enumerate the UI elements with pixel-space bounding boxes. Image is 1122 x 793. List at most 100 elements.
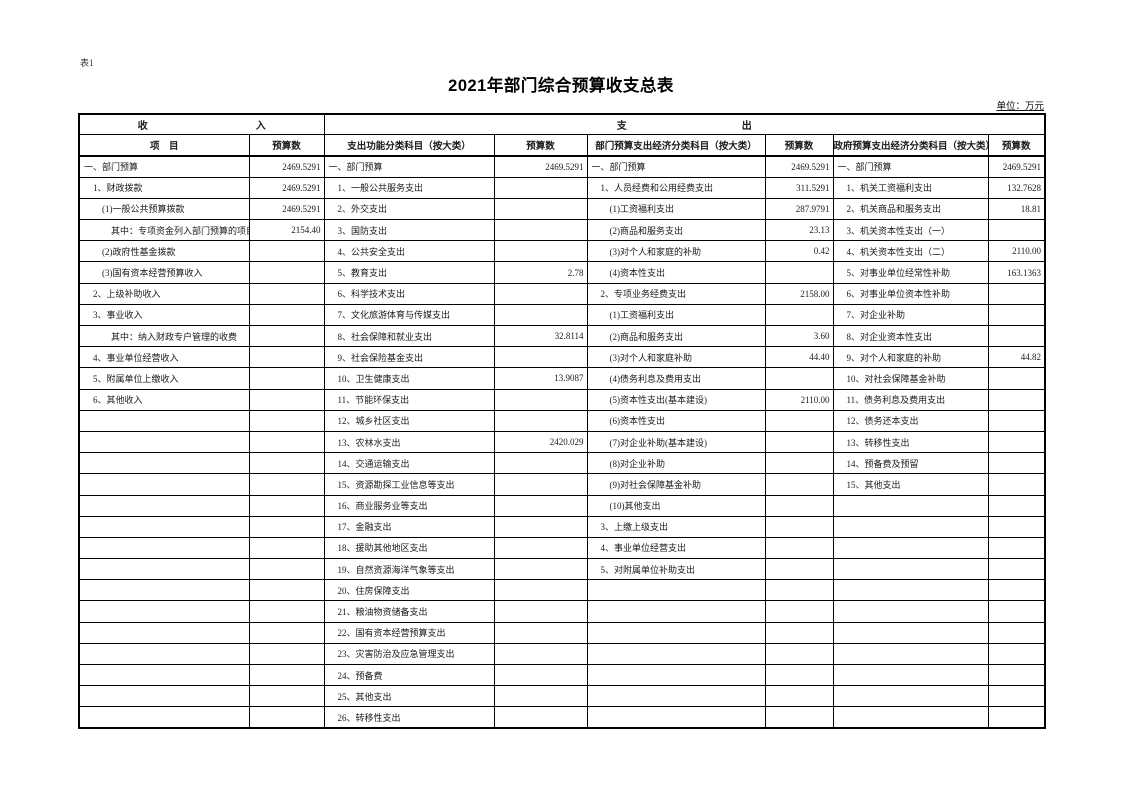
table-row: (3)国有资本经营预算收入 5、教育支出 2.78 (4)资本性支出 5、对事业单位经常…: [78, 261, 1046, 284]
item-cell: (10)其他支出: [586, 494, 766, 517]
item-cell: (1)一般公共预算拨款: [78, 197, 250, 221]
value-cell: [987, 303, 1046, 327]
item-cell: [78, 579, 250, 602]
table-row: 22、国有资本经营预算支出: [78, 621, 1046, 644]
table-row: 19、自然资源海洋气象等支出 5、对附属单位补助支出: [78, 558, 1046, 581]
value-cell: 2158.00: [764, 282, 834, 305]
value-cell: 2469.5291: [987, 155, 1046, 178]
item-cell: 8、社会保障和就业支出: [323, 324, 495, 348]
table-row: 4、事业单位经营收入 9、社会保险基金支出 (3)对个人和家庭补助 44.40 9、对个…: [78, 346, 1046, 369]
item-cell: [586, 685, 766, 708]
section-header-row: 收 入 支 出: [78, 113, 1046, 135]
item-cell: [832, 685, 989, 708]
item-cell: 17、金融支出: [323, 515, 495, 538]
value-cell: [493, 579, 588, 602]
table-row: 3、事业收入 7、文化旅游体育与传媒支出 (1)工资福利支出 7、对企业补助: [78, 303, 1046, 327]
table-row: 1、财政拨款 2469.5291 1、一般公共服务支出 1、人员经费和公用经费支出 31…: [78, 176, 1046, 199]
value-cell: [764, 600, 834, 623]
item-cell: 4、机关资本性支出（二）: [832, 240, 989, 263]
item-cell: 其中：专项资金列入部门预算的项目: [78, 219, 250, 242]
item-cell: (2)政府性基金拨款: [78, 240, 250, 263]
value-cell: 2110.00: [764, 388, 834, 411]
value-cell: [987, 663, 1046, 687]
column-header-item: 项 目: [78, 133, 250, 157]
value-cell: [248, 324, 325, 348]
value-cell: [764, 494, 834, 517]
value-cell: [248, 515, 325, 538]
table-row: 21、粮油物资储备支出: [78, 600, 1046, 623]
value-cell: [764, 663, 834, 687]
value-cell: [493, 515, 588, 538]
column-header-budget: 预算数: [987, 133, 1046, 157]
value-cell: [248, 282, 325, 305]
table-row: 16、商业服务业等支出 (10)其他支出: [78, 494, 1046, 517]
item-cell: 4、事业单位经营支出: [586, 536, 766, 560]
item-cell: (6)资本性支出: [586, 409, 766, 432]
value-cell: [764, 303, 834, 327]
value-cell: [764, 452, 834, 475]
item-cell: 一、部门预算: [323, 155, 495, 178]
table-row: 25、其他支出: [78, 685, 1046, 708]
expenditure-header-char: 出: [741, 120, 752, 132]
value-cell: [248, 579, 325, 602]
item-cell: 7、文化旅游体育与传媒支出: [323, 303, 495, 327]
value-cell: [248, 303, 325, 327]
value-cell: [987, 579, 1046, 602]
item-cell: [78, 621, 250, 644]
value-cell: [987, 515, 1046, 538]
table-row: 5、附属单位上缴收入 10、卫生健康支出 13.9087 (4)债务利息及费用支出 10…: [78, 367, 1046, 390]
item-cell: 其中：纳入财政专户管理的收费: [78, 324, 250, 348]
item-cell: [832, 579, 989, 602]
item-cell: 2、外交支出: [323, 197, 495, 221]
item-cell: 5、对事业单位经常性补助: [832, 261, 989, 284]
value-cell: [764, 409, 834, 432]
value-cell: 18.81: [987, 197, 1046, 221]
item-cell: (1)工资福利支出: [586, 303, 766, 327]
item-cell: 4、事业单位经营收入: [78, 346, 250, 369]
value-cell: 3.60: [764, 324, 834, 348]
value-cell: [248, 240, 325, 263]
item-cell: (8)对企业补助: [586, 452, 766, 475]
item-cell: 3、事业收入: [78, 303, 250, 327]
value-cell: [248, 706, 325, 729]
column-header-budget: 预算数: [248, 133, 325, 157]
item-cell: 24、预备费: [323, 663, 495, 687]
item-cell: 15、其他支出: [832, 473, 989, 496]
value-cell: [987, 430, 1046, 454]
item-cell: [832, 515, 989, 538]
value-cell: [493, 176, 588, 199]
item-cell: [78, 430, 250, 454]
table-row: 17、金融支出 3、上缴上级支出: [78, 515, 1046, 538]
value-cell: [987, 473, 1046, 496]
item-cell: 14、交通运输支出: [323, 452, 495, 475]
value-cell: [248, 452, 325, 475]
item-cell: 23、灾害防治及应急管理支出: [323, 642, 495, 666]
item-cell: 1、人员经费和公用经费支出: [586, 176, 766, 199]
item-cell: 1、财政拨款: [78, 176, 250, 199]
item-cell: [832, 642, 989, 666]
value-cell: [493, 346, 588, 369]
value-cell: [493, 685, 588, 708]
value-cell: [248, 346, 325, 369]
value-cell: [987, 388, 1046, 411]
item-cell: (9)对社会保障基金补助: [586, 473, 766, 496]
item-cell: [78, 600, 250, 623]
value-cell: [248, 494, 325, 517]
table-row: 13、农林水支出 2420.029 (7)对企业补助(基本建设) 13、转移性支出: [78, 430, 1046, 454]
item-cell: (2)商品和服务支出: [586, 219, 766, 242]
value-cell: [248, 261, 325, 284]
value-cell: [764, 261, 834, 284]
table-row: 18、援助其他地区支出 4、事业单位经营支出: [78, 536, 1046, 560]
item-cell: (3)对个人和家庭补助: [586, 346, 766, 369]
value-cell: 44.82: [987, 346, 1046, 369]
value-cell: [987, 494, 1046, 517]
item-cell: (4)债务利息及费用支出: [586, 367, 766, 390]
value-cell: [493, 197, 588, 221]
value-cell: [764, 515, 834, 538]
item-cell: 2、机关商品和服务支出: [832, 197, 989, 221]
value-cell: [493, 621, 588, 644]
item-cell: 3、机关资本性支出（一）: [832, 219, 989, 242]
item-cell: [586, 642, 766, 666]
item-cell: 5、对附属单位补助支出: [586, 558, 766, 581]
